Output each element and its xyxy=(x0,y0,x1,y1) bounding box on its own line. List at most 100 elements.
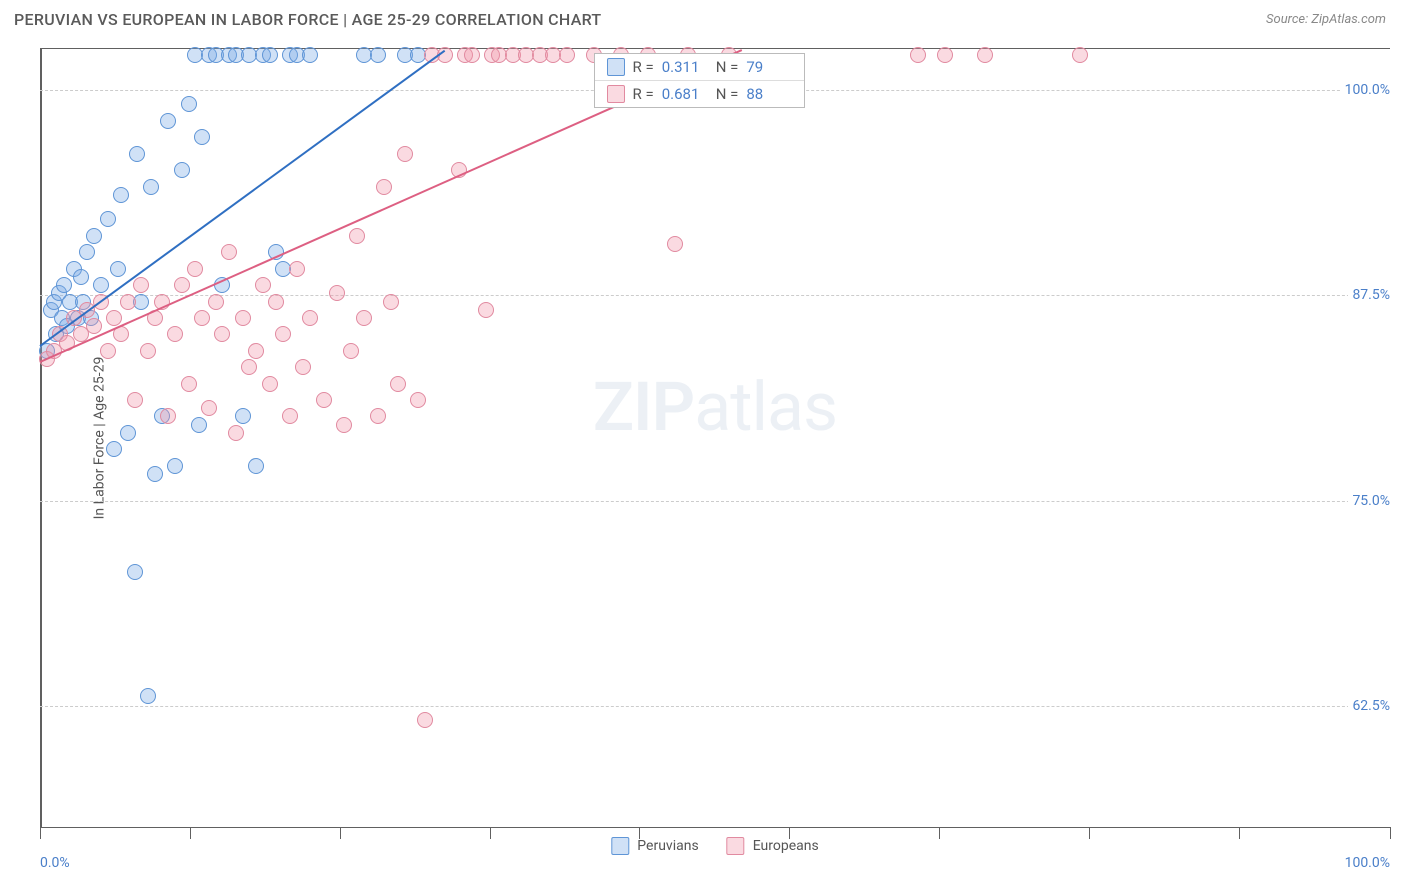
r-value: 0.311 xyxy=(662,58,708,76)
data-point xyxy=(181,376,197,392)
data-point xyxy=(110,261,126,277)
x-tick xyxy=(490,827,491,839)
data-point xyxy=(214,326,230,342)
y-tick-label: 62.5% xyxy=(1348,698,1394,714)
data-point xyxy=(559,47,575,63)
data-point xyxy=(248,343,264,359)
data-point xyxy=(86,228,102,244)
data-point xyxy=(417,712,433,728)
data-point xyxy=(910,47,926,63)
data-point xyxy=(208,294,224,310)
x-tick xyxy=(1239,827,1240,839)
data-point xyxy=(194,129,210,145)
data-point xyxy=(302,47,318,63)
plot-area: 62.5%75.0%87.5%100.0% xyxy=(40,49,1390,827)
data-point xyxy=(120,425,136,441)
data-point xyxy=(336,417,352,433)
n-label: N = xyxy=(716,85,739,103)
data-point xyxy=(160,408,176,424)
data-point xyxy=(289,261,305,277)
data-point xyxy=(181,96,197,112)
data-point xyxy=(140,688,156,704)
legend-swatch xyxy=(727,837,745,855)
data-point xyxy=(106,310,122,326)
data-point xyxy=(120,294,136,310)
gridline xyxy=(40,295,1390,296)
chart-title: PERUVIAN VS EUROPEAN IN LABOR FORCE | AG… xyxy=(14,10,601,29)
data-point xyxy=(235,408,251,424)
legend-item: Europeans xyxy=(727,837,819,855)
legend-swatch xyxy=(611,837,629,855)
data-point xyxy=(410,392,426,408)
data-point xyxy=(79,244,95,260)
data-point xyxy=(977,47,993,63)
data-point xyxy=(376,179,392,195)
data-point xyxy=(201,400,217,416)
legend-label: Europeans xyxy=(753,838,819,854)
data-point xyxy=(86,318,102,334)
data-point xyxy=(127,564,143,580)
data-point xyxy=(349,228,365,244)
y-tick-label: 75.0% xyxy=(1348,493,1394,509)
stats-row: R =0.311N =79 xyxy=(595,54,805,80)
data-point xyxy=(275,326,291,342)
correlation-stats-box: R =0.311N =79R =0.681N =88 xyxy=(594,53,806,108)
x-tick xyxy=(40,827,41,839)
data-point xyxy=(302,310,318,326)
x-axis-min-label: 0.0% xyxy=(40,855,70,871)
n-value: 88 xyxy=(746,85,792,103)
data-point xyxy=(56,277,72,293)
data-point xyxy=(113,187,129,203)
r-label: R = xyxy=(633,58,654,76)
n-label: N = xyxy=(716,58,739,76)
legend-swatch xyxy=(607,85,625,103)
data-point xyxy=(329,285,345,301)
data-point xyxy=(93,277,109,293)
r-value: 0.681 xyxy=(662,85,708,103)
data-point xyxy=(221,244,237,260)
legend-item: Peruvians xyxy=(611,837,698,855)
data-point xyxy=(127,392,143,408)
data-point xyxy=(667,236,683,252)
chart-container: In Labor Force | Age 25-29 62.5%75.0%87.… xyxy=(40,48,1390,828)
x-axis-max-label: 100.0% xyxy=(1345,855,1390,871)
data-point xyxy=(106,441,122,457)
gridline xyxy=(40,706,1390,707)
data-point xyxy=(235,310,251,326)
data-point xyxy=(370,47,386,63)
stats-row: R = 0.681 N = 88 xyxy=(595,80,805,107)
data-point xyxy=(464,47,480,63)
data-point xyxy=(100,343,116,359)
data-point xyxy=(268,294,284,310)
legend-swatch xyxy=(607,58,625,76)
data-point xyxy=(194,310,210,326)
data-point xyxy=(160,113,176,129)
data-point xyxy=(316,392,332,408)
data-point xyxy=(937,47,953,63)
y-tick-label: 100.0% xyxy=(1341,82,1394,98)
data-point xyxy=(73,269,89,285)
data-point xyxy=(241,359,257,375)
data-point xyxy=(147,466,163,482)
data-point xyxy=(1072,47,1088,63)
data-point xyxy=(133,277,149,293)
data-point xyxy=(143,179,159,195)
data-point xyxy=(390,376,406,392)
source-attribution: Source: ZipAtlas.com xyxy=(1266,12,1386,27)
data-point xyxy=(129,146,145,162)
data-point xyxy=(187,261,203,277)
data-point xyxy=(228,425,244,441)
data-point xyxy=(356,310,372,326)
data-point xyxy=(174,277,190,293)
data-point xyxy=(282,408,298,424)
y-tick-label: 87.5% xyxy=(1348,287,1394,303)
data-point xyxy=(397,146,413,162)
data-point xyxy=(343,343,359,359)
x-tick xyxy=(1390,827,1391,839)
data-point xyxy=(255,277,271,293)
data-point xyxy=(370,408,386,424)
r-label: R = xyxy=(633,85,654,103)
legend-label: Peruvians xyxy=(637,838,698,854)
x-tick xyxy=(1089,827,1090,839)
data-point xyxy=(167,458,183,474)
